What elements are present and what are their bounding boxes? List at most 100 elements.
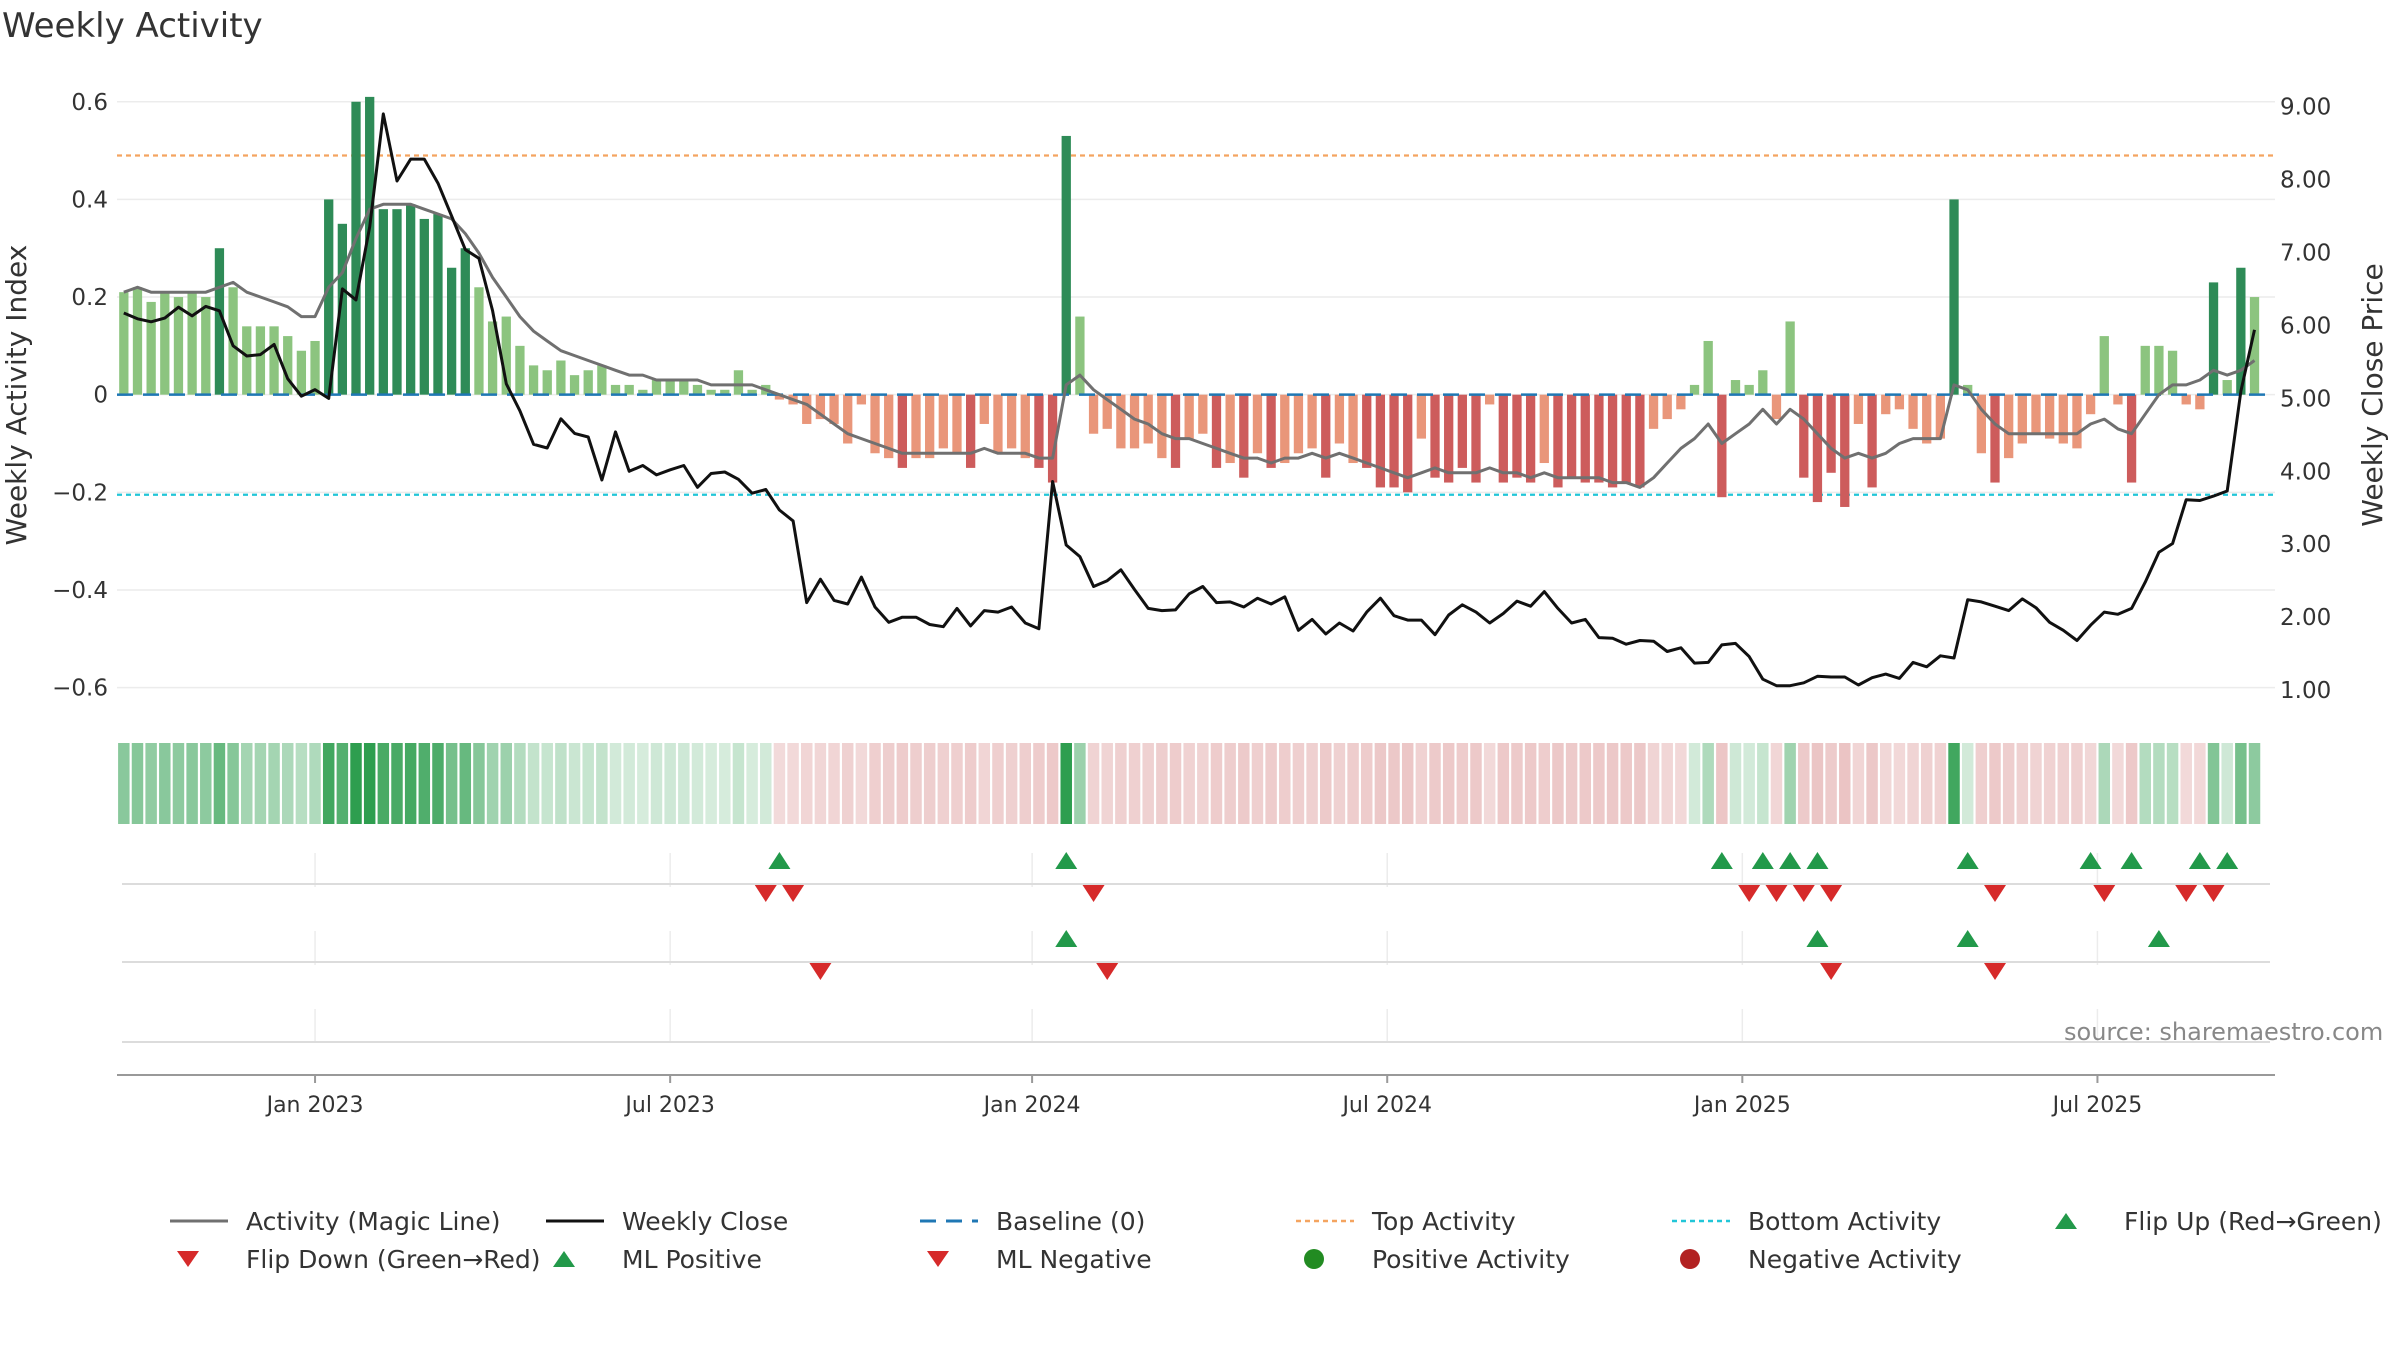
strip-cell (350, 743, 362, 824)
x-axis: Jan 2023 Jul 2023 Jan 2024 Jul 2024 Jan 2025… (117, 1074, 2275, 1118)
strip-cell (678, 743, 690, 824)
y2-tick-label: 1.00 (2280, 678, 2331, 704)
strip-cell (227, 743, 239, 824)
legend-label: Weekly Close (622, 1206, 789, 1236)
flip-down-marker (2175, 885, 2198, 902)
activity-bar (310, 340, 320, 395)
activity-bar (774, 394, 785, 400)
strip-cell (322, 743, 335, 824)
activity-bar (569, 375, 580, 395)
x-tick-label: Jul 2024 (1340, 1093, 1432, 1118)
ml-positive-marker (1956, 930, 1979, 947)
strip-cell (1224, 743, 1236, 824)
source-credit: source: sharemaestro.com (2064, 1018, 2384, 1046)
strip-cell (1579, 743, 1591, 824)
activity-bar (1198, 394, 1208, 434)
strip-cell (432, 743, 444, 824)
strip-cell (992, 743, 1004, 824)
activity-bar (501, 316, 511, 395)
strip-cell (1251, 743, 1264, 824)
activity-bar (392, 209, 402, 395)
flip-down-marker (782, 885, 805, 902)
y-tick-label: 0 (93, 383, 108, 409)
activity-bar (1826, 394, 1836, 473)
activity-bar (1116, 394, 1126, 449)
strip-cell (1634, 743, 1646, 824)
strip-cell (1128, 743, 1141, 824)
strip-cell (801, 743, 813, 824)
strip-cell (2043, 743, 2056, 824)
flip-up-marker (1956, 852, 1979, 869)
activity-bar (1689, 384, 1700, 395)
activity-bar (337, 223, 348, 395)
activity-bar (720, 389, 730, 395)
strip-cell (336, 743, 349, 824)
strip-cell (923, 743, 936, 824)
activity-bar (2195, 394, 2205, 410)
strip-cell (500, 743, 512, 824)
activity-bar (1143, 394, 1153, 444)
strip-cell (896, 743, 909, 824)
activity-bar (1758, 370, 1768, 395)
legend-item-ml-positive: ML Positive (544, 1242, 762, 1276)
strip-cell (172, 743, 185, 824)
activity-bar (433, 214, 443, 395)
activity-bar (597, 365, 607, 395)
activity-bar (1375, 394, 1386, 488)
strip-cell (2125, 743, 2138, 824)
strip-cell (1074, 743, 1086, 824)
activity-bar (1894, 394, 1905, 410)
activity-bar (1539, 394, 1549, 464)
activity-bar (1088, 394, 1099, 434)
strip-cell (2057, 743, 2070, 824)
strip-cell (1265, 743, 1277, 824)
strip-cell (118, 743, 130, 824)
strip-cell (391, 743, 403, 824)
y2-tick-label: 3.00 (2280, 532, 2331, 558)
strip-cell (295, 743, 308, 824)
activity-bar (2031, 394, 2041, 434)
positive-activity-icon (1304, 1249, 1324, 1269)
strip-cell (473, 743, 485, 824)
flip-up-marker (1710, 852, 1733, 869)
strip-cell (855, 743, 868, 824)
strip-cell (1456, 743, 1469, 824)
activity-bar (1266, 394, 1276, 468)
activity-bar (802, 394, 812, 424)
ml-positive-marker (1806, 930, 1829, 947)
activity-bar (1867, 394, 1877, 488)
y-tick-label: 0.2 (71, 285, 108, 311)
strip-cell (1989, 743, 2001, 824)
activity-bar (665, 380, 675, 395)
activity-bar (1840, 394, 1850, 507)
activity-bar (1498, 394, 1508, 483)
strip-cell (596, 743, 608, 824)
strip-cell (527, 743, 540, 824)
activity-bar (378, 209, 388, 395)
activity-bar (706, 389, 716, 395)
y-tick-label: 0.4 (71, 187, 108, 213)
activity-bar (406, 204, 416, 395)
strip-cell (1880, 743, 1892, 824)
activity-bar (1607, 394, 1618, 488)
strip-cell (705, 743, 717, 824)
activity-bar (1717, 394, 1727, 498)
legend-item-magic-line: Activity (Magic Line) (168, 1204, 500, 1238)
legend-item-flip-up: Flip Up (Red→Green) (2046, 1204, 2382, 1238)
activity-color-strip (118, 743, 2261, 824)
legend-label: ML Positive (622, 1244, 762, 1274)
strip-cell (1784, 743, 1796, 824)
activity-bar (1812, 394, 1823, 503)
strip-cell (828, 743, 840, 824)
strip-cell (2207, 743, 2220, 824)
strip-cell (1948, 743, 1960, 824)
flip-up-icon (2055, 1213, 2077, 1229)
activity-bar (269, 326, 279, 395)
strip-cell (363, 743, 376, 824)
activity-bar (829, 394, 839, 424)
strip-cell (2248, 743, 2261, 824)
ml-negative-marker (809, 963, 832, 980)
strip-cell (1279, 743, 1291, 824)
flip-down-marker (1082, 885, 1105, 902)
ml-negative-marker (1984, 963, 2007, 980)
